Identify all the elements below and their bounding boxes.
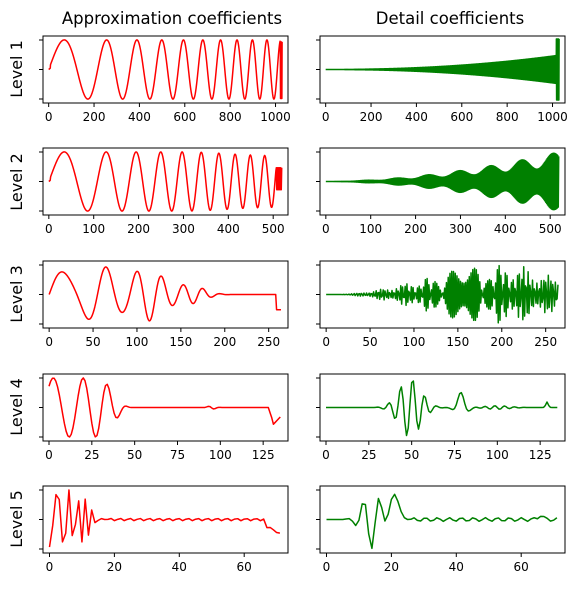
detail-level-3-xtick-label-1: 50	[362, 335, 377, 349]
detail-level-1-xtick-label-1: 200	[360, 110, 383, 124]
approx-level-1-series-line	[48, 39, 283, 100]
detail-level-2-xtick-label-1: 100	[359, 222, 382, 236]
detail-level-5-frame	[319, 485, 566, 554]
detail-level-3-series-line	[326, 264, 559, 324]
approx-level-4-xtick-label-0: 0	[45, 448, 53, 462]
detail-level-2-xtick-label-4: 400	[494, 222, 517, 236]
approx-level-2-xtick-label-0: 0	[45, 222, 53, 236]
approx-level-5-xtick-label-3: 60	[237, 560, 252, 574]
detail-level-4-xtick-label-5: 125	[529, 448, 552, 462]
approx-level-3-xtick-label-1: 50	[85, 335, 100, 349]
row-label-level-5: Level 5	[7, 490, 26, 548]
approx-level-2-xtick-label-2: 200	[127, 222, 150, 236]
approx-level-2-xtick-label-5: 500	[262, 222, 285, 236]
approx-level-4-xtick-label-4: 100	[209, 448, 232, 462]
detail-level-2-xtick-label-5: 500	[539, 222, 562, 236]
approx-level-5-xtick-label-0: 0	[46, 560, 54, 574]
approx-level-3-xtick-label-2: 100	[126, 335, 149, 349]
approx-level-1-axes: 0 200 400 600 800 1000	[39, 35, 291, 124]
detail-level-3-xtick-label-5: 250	[534, 335, 557, 349]
detail-level-5-series-line	[326, 493, 558, 550]
detail-level-5-xtick-label-1: 20	[384, 560, 399, 574]
approx-level-2-xtick-label-4: 400	[217, 222, 240, 236]
approx-level-3-axes: 0 50 100 150 200 250	[39, 260, 289, 349]
detail-level-5-xtick-label-2: 40	[449, 560, 464, 574]
detail-level-2-xtick-label-3: 300	[449, 222, 472, 236]
detail-level-2-xtick-label-2: 200	[404, 222, 427, 236]
detail-level-4-xtick-label-0: 0	[322, 448, 330, 462]
approx-level-5-series-line	[48, 489, 281, 548]
approx-level-5-xtick-label-2: 40	[172, 560, 187, 574]
approx-level-1-xtick-label-4: 800	[219, 110, 242, 124]
column-title-detail: Detail coefficients	[376, 9, 524, 28]
approx-level-2-axes: 0 100 200 300 400 500	[39, 147, 289, 236]
detail-level-3-axes: 0 50 100 150 200 250	[316, 260, 566, 349]
detail-level-1-axes: 0 200 400 600 800 1000	[316, 35, 568, 124]
detail-level-2-axes: 0 100 200 300 400 500	[316, 147, 566, 236]
detail-level-3-xtick-label-2: 100	[403, 335, 426, 349]
column-title-approximation: Approximation coefficients	[62, 9, 282, 28]
approx-level-1-xtick-label-2: 400	[128, 110, 151, 124]
detail-level-5-axes: 0 20 40 60	[316, 485, 566, 574]
approx-level-4-xtick-label-1: 25	[84, 448, 99, 462]
approx-level-1-xtick-label-3: 600	[173, 110, 196, 124]
detail-level-4-series-line	[326, 380, 558, 437]
detail-level-4-xtick-label-4: 100	[486, 448, 509, 462]
detail-level-4-xtick-label-2: 50	[404, 448, 419, 462]
approx-level-4-xtick-label-5: 125	[252, 448, 275, 462]
detail-level-4-xtick-label-3: 75	[447, 448, 462, 462]
detail-level-3-xtick-label-0: 0	[322, 335, 330, 349]
detail-level-1-xtick-label-0: 0	[322, 110, 330, 124]
detail-level-4-axes: 0 25 50 75 100 125	[316, 373, 566, 462]
approx-level-2-xtick-label-3: 300	[172, 222, 195, 236]
approx-level-1-xtick-label-1: 200	[83, 110, 106, 124]
approx-level-4-xtick-label-2: 50	[127, 448, 142, 462]
approx-level-3-xtick-label-0: 0	[45, 335, 53, 349]
detail-level-3-xtick-label-4: 200	[490, 335, 513, 349]
detail-level-2-xtick-label-0: 0	[322, 222, 330, 236]
detail-level-1-xtick-label-3: 600	[450, 110, 473, 124]
detail-level-4-xtick-label-1: 25	[361, 448, 376, 462]
detail-level-5-xtick-label-0: 0	[323, 560, 331, 574]
approx-level-5-axes: 0 20 40 60	[39, 485, 289, 574]
approx-level-3-xtick-label-3: 150	[169, 335, 192, 349]
approx-level-3-xtick-label-4: 200	[213, 335, 236, 349]
row-label-level-3: Level 3	[7, 265, 26, 323]
detail-level-2-series-line	[325, 152, 560, 211]
detail-level-5-xtick-label-3: 60	[514, 560, 529, 574]
detail-level-1-series-line	[325, 38, 560, 101]
row-label-level-1: Level 1	[7, 40, 26, 98]
approx-level-2-xtick-label-1: 100	[82, 222, 105, 236]
approx-level-4-axes: 0 25 50 75 100 125	[39, 373, 289, 462]
row-label-level-2: Level 2	[7, 153, 26, 211]
approx-level-2-series-line	[48, 151, 283, 212]
approx-level-5-xtick-label-1: 20	[107, 560, 122, 574]
detail-level-3-xtick-label-3: 150	[446, 335, 469, 349]
row-label-level-4: Level 4	[7, 378, 26, 436]
approx-level-4-series-line	[48, 377, 281, 438]
detail-level-1-xtick-label-4: 800	[496, 110, 519, 124]
approx-level-4-xtick-label-3: 75	[170, 448, 185, 462]
detail-level-1-xtick-label-5: 1000	[537, 110, 568, 124]
approx-level-1-xtick-label-0: 0	[45, 110, 53, 124]
detail-level-1-xtick-label-2: 400	[405, 110, 428, 124]
approx-level-1-xtick-label-5: 1000	[260, 110, 291, 124]
approx-level-3-series-line	[48, 266, 281, 322]
approx-level-3-xtick-label-5: 250	[257, 335, 280, 349]
